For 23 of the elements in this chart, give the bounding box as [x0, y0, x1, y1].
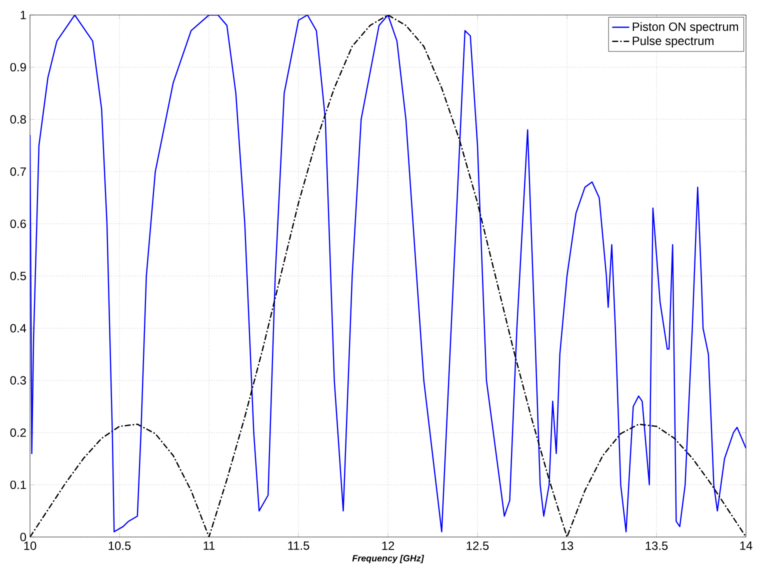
y-tick-label: 0.5	[10, 272, 26, 280]
y-tick-label: 0.6	[10, 220, 26, 228]
x-axis-title: Frequency [GHz]	[352, 554, 424, 564]
x-tick-label: 14	[740, 542, 752, 550]
x-tick-label: 11.5	[288, 542, 310, 550]
x-tick-label: 10.5	[108, 542, 131, 550]
y-tick-label: 0.1	[10, 480, 26, 490]
x-tick-label: 12	[382, 542, 394, 550]
legend-label: Piston ON spectrum	[632, 22, 738, 34]
y-tick-label: 0.7	[10, 167, 26, 176]
x-tick-label: 13	[561, 542, 574, 550]
y-tick-label: 0.4	[10, 324, 26, 332]
x-tick-label: 10	[24, 542, 36, 550]
x-tick-label: 12.5	[466, 542, 489, 550]
y-tick-label: 0.9	[10, 62, 26, 72]
legend-label: Pulse spectrum	[632, 36, 714, 48]
y-tick-label: 0	[20, 532, 26, 542]
y-tick-label: 1	[20, 10, 26, 20]
y-tick-label: 0.8	[10, 115, 26, 124]
x-tick-label: 13.5	[646, 542, 668, 550]
y-tick-label: 0.3	[10, 376, 26, 385]
y-tick-label: 0.2	[10, 428, 26, 437]
x-tick-label: 11	[204, 542, 215, 550]
